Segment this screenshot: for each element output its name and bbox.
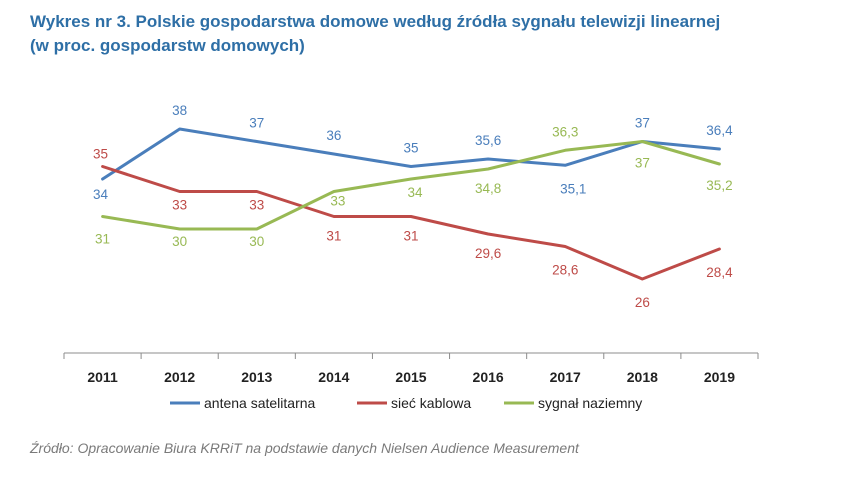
- data-label: 36: [326, 128, 341, 143]
- legend-label: sieć kablowa: [391, 395, 471, 411]
- data-labels: 34 38 37 36 35 35,6 35,1 37 36,4 35 33 33 31 31 29,6 28…: [93, 103, 733, 310]
- data-label: 34,8: [475, 181, 501, 196]
- data-label: 33: [330, 194, 345, 209]
- data-label: 34: [93, 187, 109, 202]
- legend: antena satelitarna sieć kablowa sygnał naz…: [170, 395, 642, 411]
- x-tick-label: 2018: [627, 369, 658, 385]
- data-label: 31: [95, 232, 110, 247]
- data-label: 31: [326, 229, 341, 244]
- data-label: 37: [635, 156, 650, 171]
- data-label: 37: [249, 116, 264, 131]
- legend-label: antena satelitarna: [204, 395, 316, 411]
- data-label: 30: [249, 234, 264, 249]
- x-axis: 2011 2012 2013 2014 2015 2016 2017 2018 2019: [63, 352, 759, 385]
- data-label: 31: [403, 229, 418, 244]
- data-label: 35,1: [560, 181, 586, 196]
- data-label: 26: [635, 295, 650, 310]
- series-line-2: [101, 165, 721, 281]
- data-label: 35,2: [706, 178, 732, 193]
- data-label: 37: [635, 116, 650, 131]
- data-label: 38: [172, 103, 187, 118]
- data-label: 29,6: [475, 246, 501, 261]
- data-label: 34: [407, 185, 423, 200]
- x-tick-label: 2011: [87, 369, 118, 385]
- series-line-3: [101, 140, 721, 231]
- chart-title-line-1: Wykres nr 3. Polskie gospodarstwa domowe…: [30, 12, 721, 31]
- data-label: 30: [172, 234, 187, 249]
- x-tick-label: 2013: [241, 369, 272, 385]
- data-label: 35: [403, 141, 418, 156]
- data-label: 33: [172, 198, 187, 213]
- x-tick-label: 2017: [550, 369, 581, 385]
- data-label: 33: [249, 198, 264, 213]
- data-label: 28,4: [706, 265, 733, 280]
- x-tick-label: 2019: [704, 369, 735, 385]
- chart-title-line-2: (w proc. gospodarstw domowych): [30, 36, 305, 55]
- chart-title: Wykres nr 3. Polskie gospodarstwa domowe…: [30, 10, 820, 58]
- data-label: 28,6: [552, 263, 578, 278]
- data-label: 35,6: [475, 133, 501, 148]
- data-label: 36,3: [552, 124, 578, 139]
- data-label: 35: [93, 147, 108, 162]
- x-tick-label: 2015: [395, 369, 426, 385]
- series-lines: [101, 127, 721, 281]
- source-note: Źródło: Opracowanie Biura KRRiT na podst…: [30, 440, 579, 456]
- x-tick-label: 2014: [318, 369, 349, 385]
- series-line-1: [101, 127, 721, 181]
- data-label: 36,4: [706, 123, 733, 138]
- x-tick-label: 2012: [164, 369, 195, 385]
- x-tick-label: 2016: [473, 369, 504, 385]
- legend-label: sygnał naziemny: [538, 395, 642, 411]
